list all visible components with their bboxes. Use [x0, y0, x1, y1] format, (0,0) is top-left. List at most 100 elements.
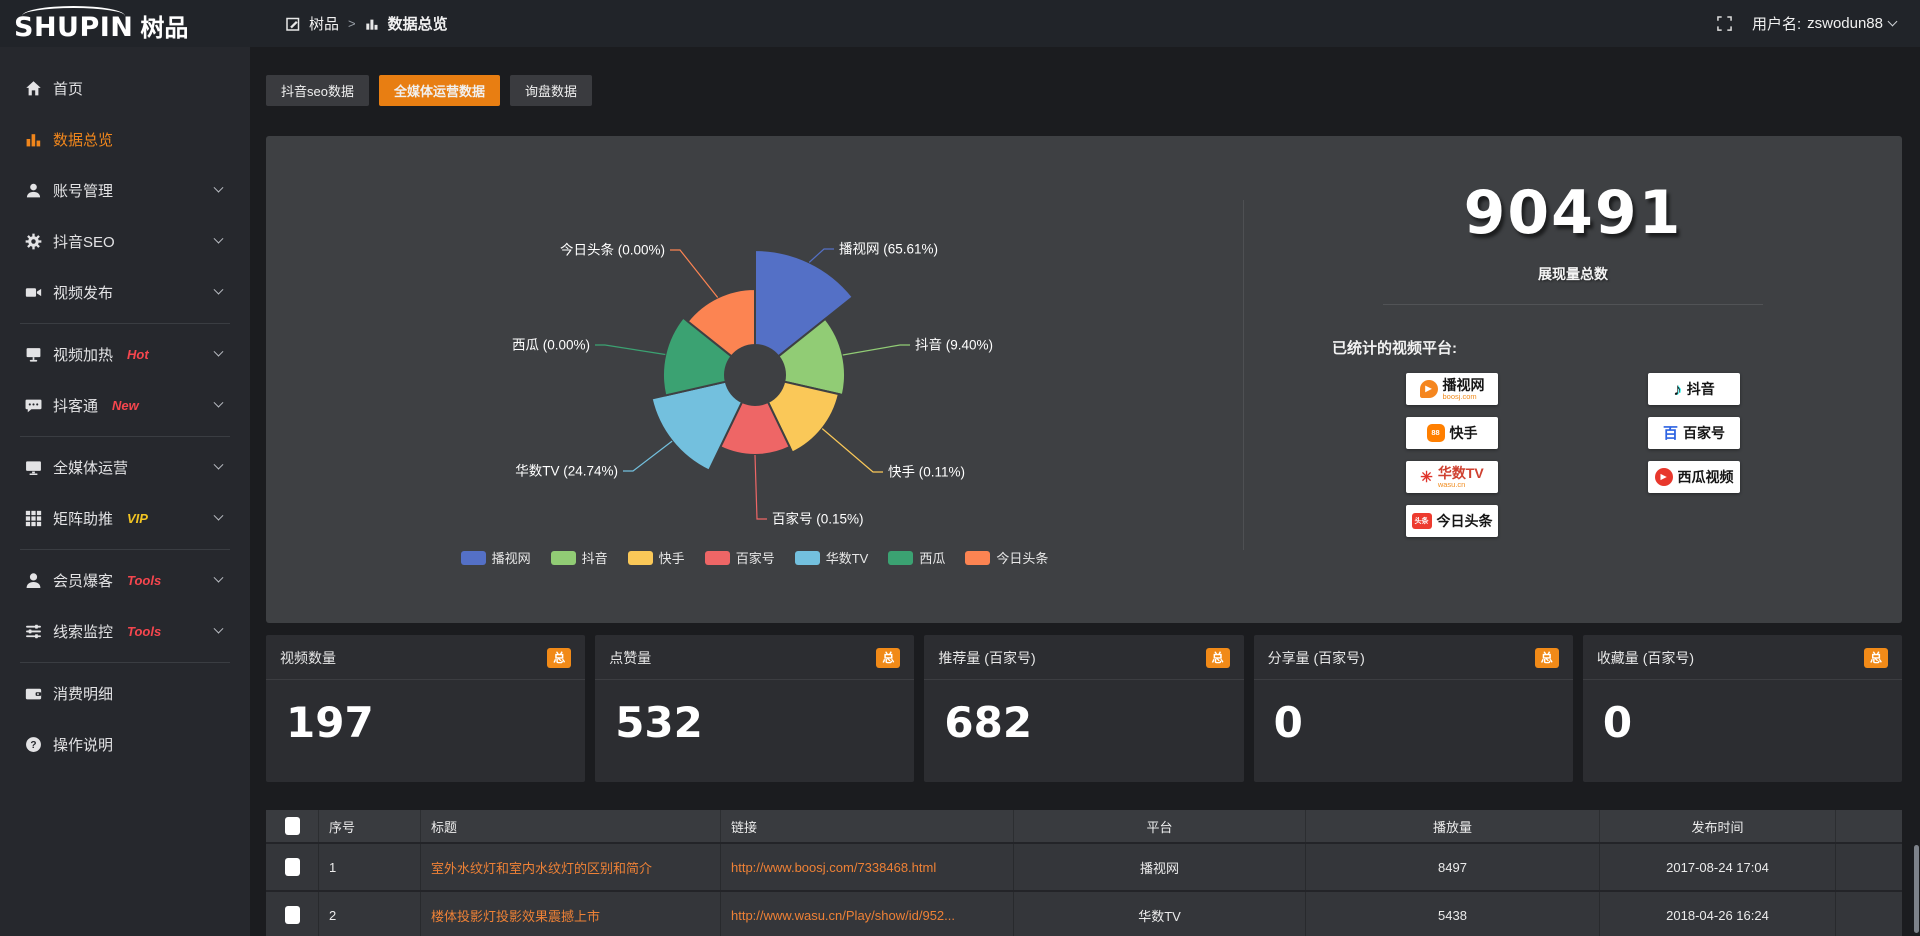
pie-label-快手: 快手 (0.11%) [888, 465, 965, 480]
sidebar-item-label: 线索监控 [53, 624, 114, 641]
fullscreen-icon[interactable] [1717, 16, 1732, 31]
legend-label: 西瓜 [919, 551, 946, 566]
label-line-百家号 [754, 454, 767, 520]
label-line-西瓜 [595, 344, 666, 356]
xigua-logo-icon: ▶ [1654, 468, 1673, 486]
pie-slice-华数TV[interactable] [650, 380, 744, 472]
grid-icon [25, 510, 42, 527]
cell-plays: 8497 [1306, 844, 1600, 890]
pie-label-播视网: 播视网 (65.61%) [839, 242, 938, 257]
cell-index: 1 [319, 844, 421, 890]
sidebar-item-badge: New [112, 398, 139, 413]
stat-card-1: 视频数量 总 197 [266, 635, 586, 782]
pie-slice-百家号[interactable] [718, 400, 792, 456]
total-badge: 总 [1534, 648, 1559, 668]
sidebar-item-label: 视频加热 [53, 347, 114, 364]
stat-card-header: 收藏量 (百家号) 总 [1582, 635, 1903, 680]
chevron-down-icon [213, 572, 224, 583]
wallet-icon [25, 688, 42, 700]
sidebar-item-8[interactable]: 抖客通 New [0, 380, 250, 431]
pie-label-华数TV: 华数TV (24.74%) [515, 464, 618, 479]
platform-badge-今日头条: 头条 今日头条 [1406, 505, 1498, 537]
scrollbar-thumb[interactable] [1914, 845, 1919, 933]
legend-swatch [460, 550, 486, 565]
legend-item-百家号[interactable]: 百家号 [704, 548, 775, 567]
legend-item-华数TV[interactable]: 华数TV [794, 548, 868, 567]
pie-slice-播视网[interactable] [754, 248, 855, 358]
cell-url-link[interactable]: http://www.wasu.cn/Play/show/id/952... [721, 892, 1014, 936]
legend-item-抖音[interactable]: 抖音 [550, 548, 608, 567]
breadcrumb-root[interactable]: 树品 [309, 16, 340, 33]
sidebar-item-3[interactable]: 账号管理 [0, 165, 250, 216]
sidebar-item-7[interactable]: 视频加热 Hot [0, 329, 250, 380]
platform-name: 播视网 boosj.com [1442, 376, 1485, 401]
checkbox-cell [266, 844, 319, 890]
logo-arc [22, 6, 126, 16]
legend-label: 播视网 [491, 551, 531, 566]
sidebar-item-10[interactable]: 全媒体运营 [0, 442, 250, 493]
row-checkbox[interactable] [284, 817, 300, 835]
row-checkbox[interactable] [284, 858, 300, 876]
sidebar-item-4[interactable]: 抖音SEO [0, 216, 250, 267]
legend-item-今日头条[interactable]: 今日头条 [965, 548, 1048, 567]
sidebar-item-label: 抖客通 [53, 398, 99, 415]
stat-cards-row: 视频数量总 197 点赞量总 532 推荐量 (百家号) 总 682 分享量 (百家号) 总 0 收… [266, 635, 1903, 782]
column-header-2: 标题 [421, 810, 721, 842]
sidebar-item-badge: Tools [127, 573, 162, 588]
sidebar-item-14[interactable]: 线索监控 Tools [0, 606, 250, 657]
legend-label: 百家号 [735, 551, 775, 566]
sidebar-item-16[interactable]: 消费明细 [0, 668, 250, 719]
tab-3[interactable]: 询盘数据 [509, 75, 592, 106]
sidebar-item-2[interactable]: 数据总览 [0, 114, 250, 165]
tab-1[interactable]: 抖音seo数据 [266, 75, 369, 106]
app-logo: SHUPIN 树品 [0, 6, 250, 41]
sidebar: 首页 数据总览 账号管理抖音SEO 视频发布视频加热 Hot 抖客通 New 全媒体运营 矩阵助… [0, 47, 250, 936]
sidebar-item-11[interactable]: 矩阵助推 VIP [0, 493, 250, 544]
cell-empty [1836, 892, 1902, 936]
cell-url-link[interactable]: http://www.boosj.com/7338468.html [721, 844, 1014, 890]
checkbox-cell [266, 810, 319, 842]
chevron-down-icon [213, 623, 224, 634]
sidebar-item-badge: VIP [127, 511, 148, 526]
sidebar-item-13[interactable]: 会员爆客 Tools [0, 555, 250, 606]
pie-slice-快手[interactable] [766, 380, 841, 454]
chevron-down-icon [213, 397, 224, 408]
legend-item-播视网[interactable]: 播视网 [460, 548, 531, 567]
tab-2[interactable]: 全媒体运营数据 [378, 75, 500, 106]
pie-label-百家号: 百家号 (0.15%) [772, 511, 864, 527]
pie-slice-抖音[interactable] [777, 317, 846, 397]
cell-index: 2 [319, 892, 421, 936]
cell-title-link[interactable]: 楼体投影灯投影效果震撼上市 [421, 892, 721, 936]
platform-badge-播视网: ▶ 播视网 boosj.com [1406, 373, 1498, 405]
sidebar-item-label: 视频发布 [53, 285, 114, 302]
legend-item-西瓜[interactable]: 西瓜 [888, 548, 945, 567]
gear-icon [25, 233, 42, 250]
pie-slice-今日头条[interactable] [686, 287, 756, 358]
label-line-今日头条 [670, 249, 719, 298]
sidebar-item-5[interactable]: 视频发布 [0, 267, 250, 318]
impressions-total-label: 展现量总数 [1538, 266, 1608, 282]
legend-item-快手[interactable]: 快手 [627, 548, 685, 567]
total-badge: 总 [1864, 648, 1889, 668]
panel-divider [1243, 200, 1244, 550]
platforms-title: 已统计的视频平台: [1332, 340, 1457, 357]
stat-card-header: 分享量 (百家号) 总 [1253, 635, 1573, 680]
legend-label: 快手 [658, 551, 685, 566]
platform-name: 西瓜视频 [1677, 469, 1734, 485]
sidebar-item-17[interactable]: ? 操作说明 [0, 719, 250, 770]
logo-text-en: SHUPIN [14, 12, 134, 43]
sidebar-item-1[interactable]: 首页 [0, 63, 250, 114]
cell-title-link[interactable]: 室外水纹灯和室内水纹灯的区别和简介 [421, 844, 721, 890]
sidebar-item-label: 抖音SEO [53, 234, 115, 251]
row-checkbox[interactable] [284, 906, 300, 924]
summary-panel: 90491 展现量总数 已统计的视频平台: ▶ 播视网 boosj.com ♪ 抖音 88… [1244, 136, 1902, 623]
username-label: 用户名: [1751, 16, 1802, 33]
platform-name: 抖音 [1686, 381, 1715, 397]
pie-label-抖音: 抖音 (9.40%) [915, 337, 993, 353]
stat-card-label: 推荐量 (百家号) [938, 650, 1036, 666]
overview-panel: 播视网 (65.61%) 抖音 (9.40%) 快手 (0.11%) 百家号 (0.1… [266, 136, 1902, 623]
platform-name: 快手 [1449, 425, 1478, 441]
breadcrumb-separator: > [348, 16, 356, 31]
user-menu[interactable]: 用户名: zswodun88 [1751, 13, 1898, 34]
pie-slice-西瓜[interactable] [662, 316, 733, 397]
